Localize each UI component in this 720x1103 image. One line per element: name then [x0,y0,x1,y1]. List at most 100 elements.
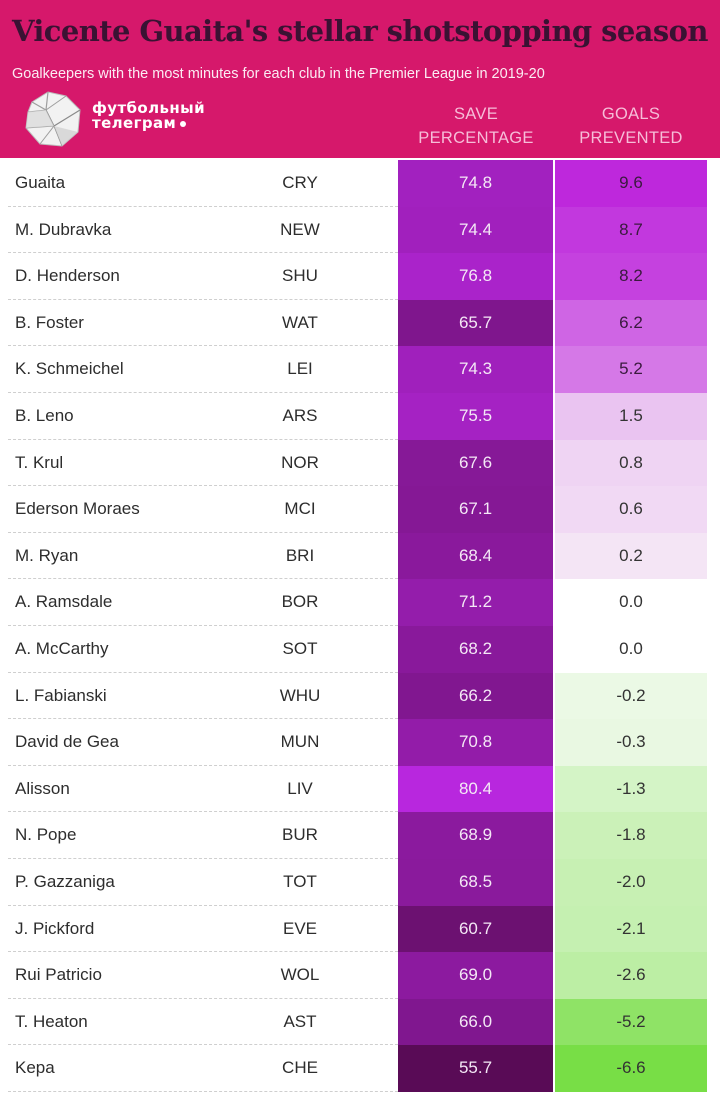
column-header-save-line2: PERCENTAGE [418,129,534,147]
goals-prevented-cell: 6.2 [555,299,707,347]
player-name: Ederson Moraes [15,499,140,519]
save-percentage-cell: 68.4 [398,532,553,580]
table-row: P. Gazzaniga TOT 68.5 -2.0 [0,859,720,906]
row-divider [8,485,398,487]
save-percentage-cell: 60.7 [398,905,553,953]
logo-wordmark: футбольный телеграм [92,101,205,131]
save-percentage-cell: 69.0 [398,952,553,999]
club-code: WHU [279,685,321,705]
table-row: Kepa CHE 55.7 -6.6 [0,1045,720,1092]
player-name: A. Ramsdale [15,592,113,612]
goals-prevented-cell: 0.0 [555,626,707,673]
player-name: Kepa [15,1058,55,1078]
row-divider [8,345,398,347]
club-code: TOT [283,872,317,891]
table-row: T. Krul NOR 67.6 0.8 [0,439,720,487]
save-percentage-cell: 71.2 [398,579,553,626]
club-code: BUR [282,825,318,845]
goals-prevented-cell: -2.6 [555,952,707,999]
player-name: Alisson [15,778,70,798]
column-header-goals-line1: GOALS [601,105,661,123]
logo-line-2: телеграм [92,114,177,132]
table-row: T. Heaton AST 66.0 -5.2 [0,998,720,1046]
row-divider [8,997,398,999]
table-row: N. Pope BUR 68.9 -1.8 [0,812,720,859]
save-percentage-cell: 66.0 [398,998,553,1046]
table-row: Rui Patricio WOL 69.0 -2.6 [0,952,720,999]
goals-prevented-cell: -0.3 [555,719,707,766]
goals-prevented-cell: 8.2 [555,253,707,300]
table-row: B. Foster WAT 65.7 6.2 [0,299,720,347]
player-name: M. Dubravka [15,219,112,239]
table-row: A. Ramsdale BOR 71.2 0.0 [0,579,720,626]
save-percentage-cell: 74.4 [398,206,553,254]
club-code: SHU [282,266,318,286]
club-code: ARS [282,406,318,425]
row-divider [8,857,398,859]
player-name: B. Leno [15,406,74,425]
table-row: David de Gea MUN 70.8 -0.3 [0,719,720,766]
save-percentage-cell: 80.4 [398,765,553,813]
row-divider [8,624,398,626]
table-row: M. Dubravka NEW 74.4 8.7 [0,206,720,254]
row-divider [8,438,398,440]
save-percentage-cell: 68.9 [398,812,553,859]
column-header-save-percentage: SAVE PERCENTAGE [400,102,552,150]
club-code: SOT [282,639,318,658]
row-divider [8,671,398,673]
goals-prevented-cell: -2.0 [555,859,707,906]
table-row: J. Pickford EVE 60.7 -2.1 [0,905,720,953]
column-header-goals-prevented: GOALS PREVENTED [555,102,707,150]
club-code: AST [283,1011,317,1031]
table-row: L. Fabianski WHU 66.2 -0.2 [0,672,720,720]
player-name: K. Schmeichel [15,359,124,379]
goals-prevented-cell: -5.2 [555,998,707,1046]
club-code: MUN [280,732,320,752]
logo-dot-icon [180,120,187,127]
table-row: M. Ryan BRI 68.4 0.2 [0,532,720,580]
club-code: WAT [282,312,318,332]
row-divider [8,904,398,906]
player-name: D. Henderson [15,266,120,286]
player-name: M. Ryan [15,545,79,565]
player-name: A. McCarthy [15,639,109,658]
row-divider [8,718,398,720]
goals-prevented-cell: -2.1 [555,905,707,953]
player-name: L. Fabianski [15,685,107,705]
club-code: BOR [281,592,319,612]
club-code: NEW [280,219,320,239]
player-name: P. Gazzaniga [15,872,115,891]
chart-title: Vicente Guaita's stellar shotstopping se… [12,14,708,48]
save-percentage-cell: 75.5 [398,393,553,440]
row-divider [8,205,398,207]
table-row: Guaita CRY 74.8 9.6 [0,160,720,207]
header-banner: Vicente Guaita's stellar shotstopping se… [0,0,720,158]
club-code: LIV [287,778,313,798]
goals-prevented-cell: 0.2 [555,532,707,580]
column-header-save-line1: SAVE [454,105,498,123]
table-row: D. Henderson SHU 76.8 8.2 [0,253,720,300]
row-divider [8,811,398,813]
goals-prevented-cell: 1.5 [555,393,707,440]
table-row: Ederson Moraes MCI 67.1 0.6 [0,486,720,533]
crumpled-paper-logo-icon [25,91,81,147]
row-divider [8,578,398,580]
row-divider [8,252,398,254]
player-name: N. Pope [15,825,77,845]
player-name: B. Foster [15,312,84,332]
club-code: CRY [282,173,318,192]
row-divider [8,298,398,300]
table-row: K. Schmeichel LEI 74.3 5.2 [0,346,720,393]
table-row: B. Leno ARS 75.5 1.5 [0,393,720,440]
goals-prevented-cell: -1.3 [555,765,707,813]
row-divider [8,531,398,533]
player-name: David de Gea [15,732,119,752]
save-percentage-cell: 74.8 [398,160,553,207]
club-code: EVE [282,918,318,938]
club-code: WOL [280,965,320,985]
club-code: NOR [281,452,319,472]
chart-subtitle: Goalkeepers with the most minutes for ea… [12,66,545,82]
table-row: Alisson LIV 80.4 -1.3 [0,765,720,813]
goals-prevented-cell: -6.6 [555,1045,707,1092]
club-code: LEI [287,359,313,379]
